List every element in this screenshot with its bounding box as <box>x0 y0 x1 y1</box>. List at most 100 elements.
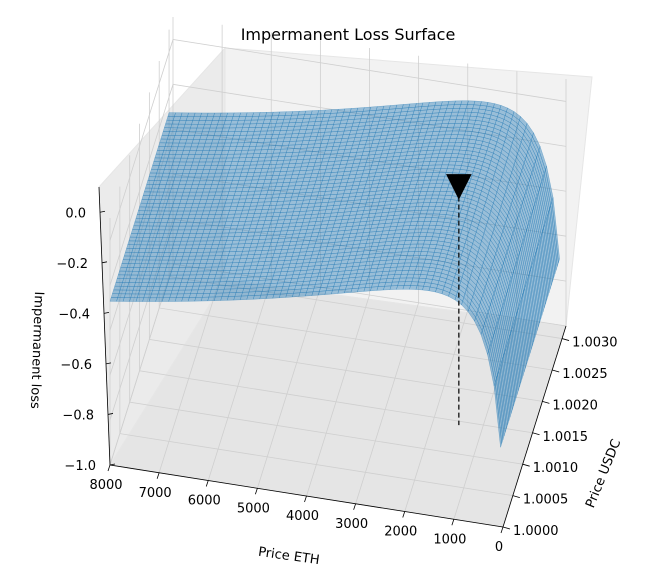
y-tick <box>552 369 560 373</box>
y-tick <box>502 526 511 530</box>
surface-patch <box>145 184 154 189</box>
x-tick <box>353 503 357 510</box>
surface-patch <box>163 123 173 129</box>
surface-patch <box>136 210 146 215</box>
x-tick <box>156 472 160 479</box>
z-tick <box>103 311 110 314</box>
surface-patch <box>155 150 165 155</box>
surface-mesh <box>109 100 560 448</box>
y-tick-label: 1.0010 <box>533 461 579 476</box>
surface-patch <box>113 285 122 291</box>
surface-patch <box>167 112 176 117</box>
z-tick-label: −0.2 <box>56 257 88 272</box>
y-tick <box>512 495 520 498</box>
surface-patch <box>141 195 150 200</box>
z-tick <box>99 210 106 213</box>
surface-patch <box>109 297 119 302</box>
surface-patch <box>117 270 127 276</box>
y-tick <box>532 432 540 436</box>
z-tick-label: 0.0 <box>65 206 86 221</box>
surface-patch <box>133 221 142 227</box>
y-tick <box>542 400 550 404</box>
surface-patch <box>128 236 137 242</box>
surface-patch <box>139 202 148 208</box>
x-tick <box>107 464 111 472</box>
z-gridline <box>109 173 567 376</box>
x-axis-label: Price ETH <box>257 545 320 568</box>
surface-patch <box>156 146 166 151</box>
surface-patch <box>161 131 171 136</box>
surface-patch <box>148 172 158 178</box>
x-tick-label: 5000 <box>237 501 270 516</box>
x-tick <box>500 526 504 534</box>
z-tick-label: −0.4 <box>58 307 90 322</box>
surface-patch <box>140 199 149 204</box>
x-tick-label: 2000 <box>384 525 417 540</box>
x-tick-label: 3000 <box>335 517 368 532</box>
y-tick-label: 1.0000 <box>513 524 559 539</box>
y-tick-label: 1.0005 <box>523 493 569 508</box>
surface-patch <box>112 289 121 295</box>
y-tick-label: 1.0020 <box>552 398 598 413</box>
x-tick-label: 8000 <box>89 478 122 493</box>
marker-triangle <box>446 174 472 200</box>
surface-patch <box>126 244 135 249</box>
x-tick <box>254 488 258 495</box>
surface-patch <box>121 259 130 264</box>
x-tick <box>451 519 455 526</box>
surface-patch <box>162 127 172 132</box>
grid-lines <box>109 17 567 528</box>
x-tick-label: 6000 <box>188 494 221 509</box>
surface-patch <box>115 278 124 283</box>
tick-labels: 8000 7000 6000 5000 4000 3000 2000 1000 0 1.0000 1… <box>56 206 617 555</box>
z-tick <box>109 463 116 466</box>
y-tick <box>522 463 530 467</box>
surface-patch <box>125 248 134 253</box>
x-tick <box>402 511 406 518</box>
z-tick-label: −0.6 <box>60 358 92 373</box>
z-tick <box>101 261 108 264</box>
surface-patch <box>153 157 162 163</box>
surface-patch <box>142 191 152 196</box>
y-tick <box>561 338 570 341</box>
surface-patch <box>119 267 128 272</box>
surface-patch <box>146 180 155 185</box>
axes <box>98 186 570 534</box>
x-tick <box>205 480 209 487</box>
surface-patch <box>122 255 132 261</box>
surface-patch <box>138 206 147 212</box>
surface-patch <box>123 251 133 257</box>
surface-patch <box>116 274 126 279</box>
surface-patch <box>120 263 129 268</box>
z-tick-label: −1.0 <box>64 459 96 474</box>
surface-patch <box>110 293 120 298</box>
surface-patch <box>151 165 160 170</box>
z-gridline <box>109 39 567 241</box>
z-tick <box>105 362 112 365</box>
surface-patch <box>129 233 139 238</box>
surface-patch <box>147 176 156 181</box>
z-axis-line <box>98 186 111 466</box>
surface-patch <box>165 119 174 125</box>
surface-patch <box>166 116 175 121</box>
surface-patch <box>134 218 143 223</box>
surface-patch <box>130 229 140 234</box>
x-tick-label: 0 <box>495 540 503 555</box>
z-gridline <box>109 128 567 331</box>
z-tick-label: −0.8 <box>62 408 94 423</box>
x-tick-label: 7000 <box>139 486 172 501</box>
surface-patch <box>152 161 161 166</box>
x-tick-label: 1000 <box>433 532 466 547</box>
z-axis-label: Impermanent loss <box>27 291 46 409</box>
surface-patch <box>160 135 169 140</box>
y-tick-label: 1.0025 <box>562 367 608 382</box>
y-axis-label: Price USDC <box>583 437 624 510</box>
surface-patch <box>149 168 159 174</box>
y-tick-label: 1.0030 <box>572 336 618 351</box>
surface-patch <box>154 153 163 159</box>
z-tick <box>107 413 114 415</box>
surface-patch <box>159 138 168 144</box>
surface-patch <box>158 142 167 147</box>
surface-patch <box>135 214 145 219</box>
